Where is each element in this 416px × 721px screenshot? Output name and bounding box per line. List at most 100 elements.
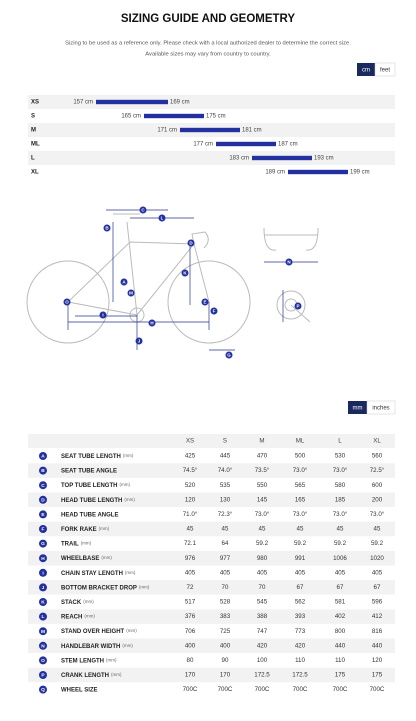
subtitle: Available sizes may vary from country to… [145, 52, 271, 58]
row-band [28, 463, 395, 478]
toggle-label[interactable]: cm [362, 68, 370, 74]
marker [210, 307, 218, 315]
row-band [28, 682, 395, 697]
cell: 59.2 [334, 540, 347, 547]
label: TRAIL [61, 541, 79, 547]
label: STAND OVER HEIGHT [61, 629, 125, 635]
toggle[interactable] [366, 400, 396, 415]
cell: 64 [222, 540, 229, 547]
cell: 700C [370, 686, 385, 693]
row-band [28, 477, 395, 493]
cell: 470 [257, 453, 268, 460]
label: STACK [61, 600, 82, 606]
key-badge [39, 583, 47, 592]
key-badge [39, 554, 47, 563]
cell: 445 [220, 453, 231, 460]
row-band [28, 638, 395, 654]
cell: 376 [185, 613, 196, 620]
cell: 700C [293, 686, 308, 693]
cell: 991 [295, 555, 306, 562]
marker [201, 298, 209, 306]
cell: 172.5 [292, 672, 308, 679]
cell: 725 [220, 628, 231, 635]
marker-label: F [213, 308, 216, 313]
toggle-label[interactable]: mm [353, 406, 363, 412]
max-label: 181 cm [242, 128, 262, 134]
row-band [28, 151, 395, 165]
max-label: 193 cm [314, 156, 334, 162]
key-badge [39, 466, 47, 475]
row-band [28, 109, 395, 123]
cell: 562 [295, 599, 306, 606]
key-badge [39, 452, 47, 460]
cell: 425 [185, 453, 196, 460]
marker-label: I [102, 312, 103, 317]
marker-label: M [129, 290, 133, 295]
row-label: BOTTOM BRACKET DROP (mm) [61, 585, 150, 591]
marker [63, 298, 71, 306]
row-band [28, 667, 395, 683]
cell: 110 [295, 657, 305, 664]
row-band [28, 623, 395, 639]
toggle-label[interactable]: inches [372, 406, 389, 412]
cell: 773 [295, 628, 306, 635]
key: J [42, 585, 45, 591]
cell: 200 [372, 496, 383, 503]
key-badge [39, 568, 47, 577]
cell: 73.0° [293, 467, 308, 474]
marker-label: G [227, 352, 231, 357]
key-badge [39, 627, 47, 636]
max-label: 187 cm [278, 142, 298, 148]
key-badge [39, 539, 47, 548]
cell: 700C [333, 686, 348, 693]
size-label: L [31, 156, 35, 162]
cell: 90 [222, 657, 229, 664]
label: SEAT TUBE ANGLE [61, 468, 117, 474]
row-label: WHEEL SIZE [61, 687, 98, 693]
label: CHAIN STAY LENGTH [61, 570, 123, 576]
cell: 980 [257, 555, 268, 562]
cell: 80 [187, 657, 194, 664]
marker-label: C [141, 207, 145, 212]
label: CRANK LENGTH [61, 673, 109, 679]
min-label: 189 cm [265, 170, 285, 176]
marker-label: L [161, 215, 164, 220]
marker-label: K [183, 270, 187, 275]
unit: (mm) [119, 482, 130, 487]
marker [120, 278, 128, 286]
marker-label: H [150, 320, 153, 325]
cell: 520 [185, 482, 196, 489]
toggle-label[interactable]: feet [380, 68, 390, 74]
row-label: REACH (mm) [61, 614, 95, 620]
label: BOTTOM BRACKET DROP [61, 585, 137, 591]
cell: 440 [335, 642, 346, 649]
row-band [28, 137, 395, 151]
col-header: S [223, 438, 227, 445]
label: STEM LENGTH [61, 658, 104, 664]
toggle-active[interactable] [348, 401, 367, 414]
label: FORK RAKE [61, 527, 97, 533]
label: TOP TUBE LENGTH [61, 483, 117, 489]
cell: 405 [220, 569, 231, 576]
cell: 747 [257, 628, 268, 635]
unit: (mm) [106, 658, 117, 663]
range-bar [144, 113, 204, 119]
unit: (mm) [84, 614, 95, 619]
cell: 400 [185, 642, 196, 649]
cell: 45 [374, 526, 381, 533]
cell: 45 [222, 526, 229, 533]
key: I [42, 570, 44, 576]
cell: 420 [257, 642, 268, 649]
toggle[interactable] [374, 62, 396, 77]
cell: 185 [335, 496, 346, 503]
cell: 170 [220, 672, 231, 679]
cell: 72.1 [184, 540, 197, 547]
label: REACH [61, 614, 82, 620]
marker-label: J [138, 338, 141, 343]
marker [103, 224, 111, 232]
cell: 120 [372, 657, 383, 664]
row-label: SEAT TUBE LENGTH (mm) [61, 453, 134, 459]
marker [225, 351, 233, 359]
toggle-active[interactable] [357, 63, 375, 76]
